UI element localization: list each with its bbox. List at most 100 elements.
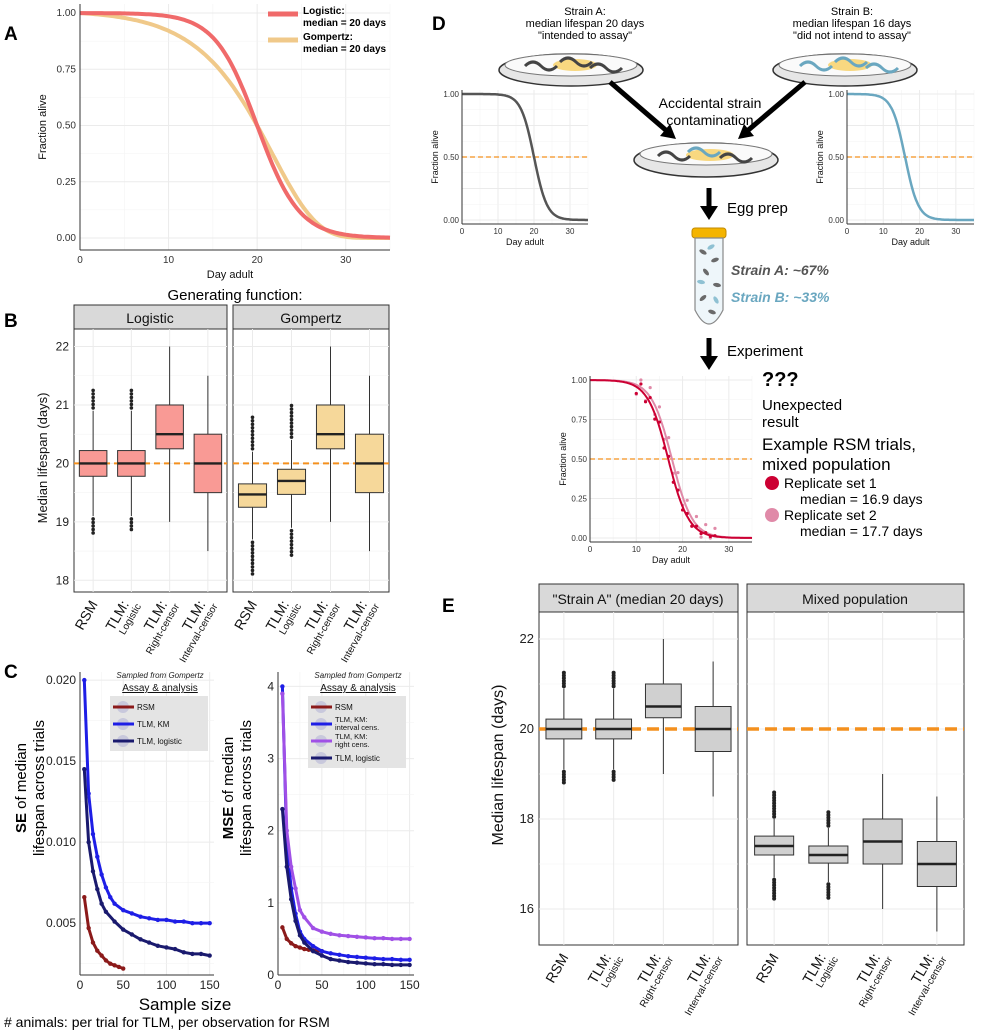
data-point bbox=[302, 915, 307, 920]
outlier-point bbox=[250, 436, 255, 441]
category-label: RSM bbox=[71, 598, 100, 633]
x-tick-label: 30 bbox=[566, 227, 575, 236]
data-point bbox=[164, 945, 169, 950]
outlier-point bbox=[129, 399, 134, 403]
strain-b-survival-plot: 0 10 20 30 0.00 0.50 1.00 Day adult Fraction ali… bbox=[815, 90, 975, 247]
x-tick-label: 10 bbox=[494, 227, 503, 236]
legend-label: RSM bbox=[335, 703, 353, 712]
c1-ylabel-rest: of median bbox=[13, 743, 30, 813]
outlier-point bbox=[129, 524, 134, 528]
outlier-point bbox=[250, 429, 255, 434]
facet-title-gompertz: Gompertz bbox=[280, 310, 341, 326]
data-point bbox=[146, 916, 152, 921]
x-tick-label: 50 bbox=[117, 978, 131, 992]
data-point bbox=[667, 435, 671, 440]
outlier-point bbox=[289, 417, 294, 422]
c2-ylabel-bold: MSE bbox=[220, 807, 237, 840]
strain-b-line1: Strain B: bbox=[831, 6, 873, 18]
x-tick-label: 150 bbox=[400, 978, 420, 992]
y-tick-label: 1.00 bbox=[828, 90, 844, 99]
data-point bbox=[699, 532, 703, 536]
data-point bbox=[319, 953, 325, 958]
facet-strip-logistic bbox=[73, 304, 228, 330]
data-point bbox=[280, 684, 285, 689]
legend-label: interval cens. bbox=[335, 723, 379, 732]
outlier-point bbox=[826, 810, 831, 815]
legend-label: right cens. bbox=[335, 740, 370, 749]
data-point bbox=[146, 940, 152, 945]
outlier-point bbox=[250, 415, 255, 420]
data-point bbox=[381, 936, 386, 941]
data-point bbox=[103, 909, 109, 915]
y-tick-label: 18 bbox=[56, 573, 70, 587]
y-tick-label: 0.50 bbox=[57, 121, 77, 132]
outlier-point bbox=[561, 780, 566, 785]
outlier-point bbox=[289, 424, 294, 429]
panel-label-e: E bbox=[442, 596, 455, 617]
x-tick-label: 20 bbox=[915, 227, 924, 236]
strain-a-percentage: Strain A: ~67% bbox=[731, 262, 829, 278]
data-point bbox=[310, 943, 316, 949]
panel-b-chart: Generating function: Logistic Gompertz R… bbox=[35, 287, 390, 665]
y-axis-label: Fraction alive bbox=[430, 130, 440, 184]
data-point bbox=[112, 919, 117, 924]
experiment-survival-plot: 0 10 20 30 0.00 0.25 0.50 0.75 1.00 Day adult Frac… bbox=[558, 376, 753, 565]
y-tick-label: 4 bbox=[267, 679, 274, 693]
panel-e-ylabel: Median lifespan (days) bbox=[490, 685, 507, 846]
data-point bbox=[103, 885, 109, 890]
x-tick-label: 150 bbox=[200, 978, 220, 992]
outlier-point bbox=[250, 544, 255, 548]
legend-note: Sampled from Gompertz bbox=[116, 671, 203, 680]
facet-strip-mixed bbox=[746, 583, 965, 613]
data-point bbox=[337, 933, 342, 938]
mixed-dish bbox=[633, 142, 779, 178]
x-tick-label: 30 bbox=[724, 545, 733, 554]
data-point bbox=[337, 958, 342, 963]
y-tick-label: 0.50 bbox=[443, 153, 459, 162]
x-tick-label: 50 bbox=[315, 978, 329, 992]
data-point bbox=[398, 936, 404, 942]
outlier-point bbox=[289, 428, 294, 432]
y-axis-label: Fraction alive bbox=[815, 130, 825, 184]
outlier-point bbox=[289, 539, 294, 543]
data-point bbox=[164, 917, 169, 923]
data-point bbox=[407, 936, 412, 942]
data-point bbox=[648, 395, 652, 400]
panel-c2-ylabel-line2: lifespan across trials bbox=[238, 720, 255, 856]
data-point bbox=[86, 925, 91, 931]
survival-curve-logistic bbox=[80, 11, 391, 240]
data-point bbox=[129, 932, 135, 937]
data-point bbox=[639, 382, 643, 386]
unexpected-line1: Unexpected bbox=[762, 397, 842, 414]
data-point bbox=[207, 920, 212, 926]
y-tick-label: 3 bbox=[267, 752, 274, 766]
outlier-point bbox=[250, 568, 255, 573]
panel-c1-ylabel-line2: lifespan across trials bbox=[31, 720, 48, 856]
outlier-point bbox=[289, 435, 294, 439]
outlier-point bbox=[289, 549, 294, 554]
data-point bbox=[381, 956, 386, 962]
data-point bbox=[284, 864, 289, 869]
outlier-point bbox=[772, 896, 777, 901]
outlier-point bbox=[611, 670, 616, 675]
facet-title-mixed: Mixed population bbox=[802, 591, 908, 607]
data-point bbox=[288, 941, 294, 946]
x-tick-label: 10 bbox=[632, 545, 641, 554]
example-title-line1: Example RSM trials, bbox=[762, 435, 916, 454]
y-tick-label: 20 bbox=[56, 456, 70, 470]
data-point bbox=[310, 948, 316, 954]
rep1-label: Replicate set 1 bbox=[784, 475, 877, 491]
outlier-point bbox=[250, 558, 255, 562]
data-point bbox=[129, 911, 135, 916]
x-tick-label: 0 bbox=[275, 978, 282, 992]
arrow-a-to-mix bbox=[608, 80, 670, 134]
data-point bbox=[302, 946, 307, 952]
x-tick-label: 20 bbox=[252, 255, 264, 266]
data-point bbox=[676, 488, 680, 492]
data-point bbox=[372, 961, 377, 967]
strain-b-dish: Strain B: median lifespan 16 days "did n… bbox=[772, 6, 918, 87]
y-tick-label: 22 bbox=[520, 631, 534, 646]
egg-prep-label: Egg prep bbox=[727, 200, 788, 217]
panel-label-b: B bbox=[4, 311, 18, 332]
